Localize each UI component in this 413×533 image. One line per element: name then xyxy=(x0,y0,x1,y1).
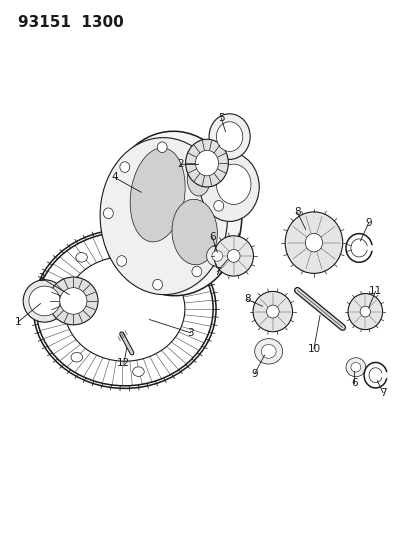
Text: 7: 7 xyxy=(214,267,220,277)
Ellipse shape xyxy=(103,208,113,219)
Text: 8: 8 xyxy=(294,207,300,217)
Ellipse shape xyxy=(100,138,227,295)
Ellipse shape xyxy=(106,131,241,296)
Ellipse shape xyxy=(157,142,167,152)
Ellipse shape xyxy=(59,288,87,314)
Ellipse shape xyxy=(76,253,87,262)
Ellipse shape xyxy=(64,256,185,361)
Ellipse shape xyxy=(187,162,210,196)
Ellipse shape xyxy=(214,236,253,276)
Text: 12: 12 xyxy=(117,358,130,368)
Text: 1: 1 xyxy=(14,317,21,327)
Ellipse shape xyxy=(192,266,201,277)
Ellipse shape xyxy=(359,306,370,317)
Ellipse shape xyxy=(45,302,57,311)
Ellipse shape xyxy=(206,245,228,266)
Ellipse shape xyxy=(261,344,275,358)
Ellipse shape xyxy=(345,358,365,377)
Text: 4: 4 xyxy=(111,172,118,182)
Ellipse shape xyxy=(186,279,198,289)
Ellipse shape xyxy=(254,338,282,364)
Ellipse shape xyxy=(120,162,129,172)
Ellipse shape xyxy=(138,243,150,252)
Ellipse shape xyxy=(49,277,98,325)
Ellipse shape xyxy=(211,251,222,261)
Ellipse shape xyxy=(195,159,205,169)
Text: 2: 2 xyxy=(38,273,45,283)
Ellipse shape xyxy=(266,305,278,318)
Ellipse shape xyxy=(209,114,249,159)
Ellipse shape xyxy=(23,280,66,322)
Ellipse shape xyxy=(116,256,126,266)
Ellipse shape xyxy=(171,199,217,265)
Ellipse shape xyxy=(71,352,82,362)
Ellipse shape xyxy=(213,200,223,211)
Ellipse shape xyxy=(33,229,216,389)
Ellipse shape xyxy=(252,292,292,332)
Text: 8: 8 xyxy=(243,294,250,304)
Text: 93151  1300: 93151 1300 xyxy=(18,14,123,30)
Ellipse shape xyxy=(152,279,162,290)
Text: 9: 9 xyxy=(364,218,371,228)
Text: 9: 9 xyxy=(251,369,257,378)
Text: 5: 5 xyxy=(218,113,224,123)
Ellipse shape xyxy=(227,249,240,262)
Ellipse shape xyxy=(347,294,382,329)
Ellipse shape xyxy=(199,152,259,221)
Text: 6: 6 xyxy=(350,378,357,388)
Ellipse shape xyxy=(350,362,360,372)
Ellipse shape xyxy=(130,148,185,242)
Text: 2: 2 xyxy=(176,159,183,169)
Ellipse shape xyxy=(304,233,322,252)
Text: 7: 7 xyxy=(379,387,385,398)
Text: 10: 10 xyxy=(306,344,320,354)
Ellipse shape xyxy=(216,122,242,151)
Ellipse shape xyxy=(285,212,342,273)
Text: 11: 11 xyxy=(368,286,381,296)
Ellipse shape xyxy=(185,139,228,187)
Ellipse shape xyxy=(216,164,250,205)
Text: 3: 3 xyxy=(187,328,193,338)
Ellipse shape xyxy=(29,286,60,316)
Ellipse shape xyxy=(132,367,144,376)
Text: 6: 6 xyxy=(209,232,215,243)
Ellipse shape xyxy=(195,150,218,176)
